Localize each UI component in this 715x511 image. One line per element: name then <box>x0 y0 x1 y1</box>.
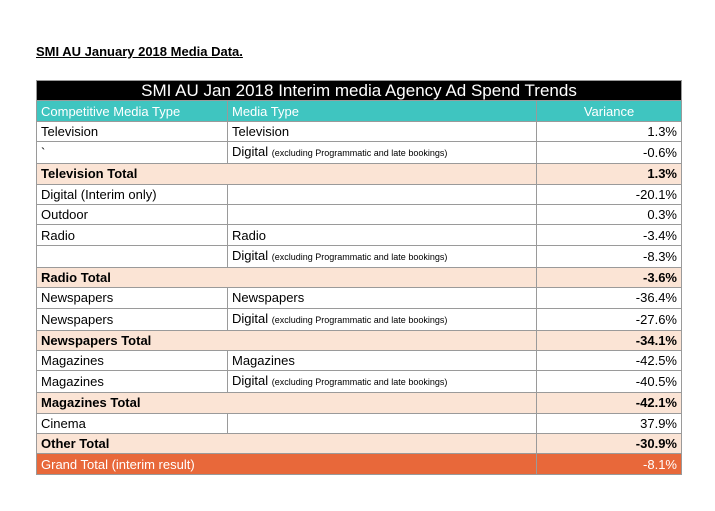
media-type-note: (excluding Programmatic and late booking… <box>271 251 448 262</box>
grand-total-variance: -8.1% <box>536 453 682 475</box>
grand-total-row: Grand Total (interim result) -8.1% <box>36 453 682 475</box>
variance-cell: -40.5% <box>536 370 682 394</box>
ad-spend-table: SMI AU Jan 2018 Interim media Agency Ad … <box>36 79 682 475</box>
media-type-label: Digital <box>232 144 269 160</box>
table-row: Digital (Interim only) -20.1% <box>36 183 682 205</box>
media-type-cell <box>227 412 537 435</box>
table-title-row: SMI AU Jan 2018 Interim media Agency Ad … <box>36 79 682 102</box>
subtotal-variance: -30.9% <box>536 433 682 455</box>
media-type-cell: Digital (excluding Programmatic and late… <box>227 244 537 268</box>
subtotal-row: Radio Total -3.6% <box>36 266 682 289</box>
competitive-media-type-cell <box>36 244 228 268</box>
media-type-cell: Digital (excluding Programmatic and late… <box>227 141 537 165</box>
media-type-label: Digital <box>232 310 269 326</box>
media-type-label: Digital <box>232 373 269 389</box>
table-row: Radio Radio -3.4% <box>36 224 682 246</box>
competitive-media-type-cell: Cinema <box>36 412 228 435</box>
competitive-media-type-cell: Outdoor <box>36 203 228 226</box>
grand-total-label: Grand Total (interim result) <box>36 453 537 475</box>
subtotal-row: Other Total -30.9% <box>36 433 682 455</box>
subtotal-row: Television Total 1.3% <box>36 163 682 185</box>
competitive-media-type-cell: Radio <box>36 224 228 246</box>
subtotal-label: Magazines Total <box>36 392 537 414</box>
column-header-competitive-media-type: Competitive Media Type <box>36 100 228 122</box>
competitive-media-type-cell: Television <box>36 120 228 143</box>
media-type-label: Radio <box>232 227 266 243</box>
variance-cell: 0.3% <box>536 203 682 226</box>
variance-cell: -27.6% <box>536 307 682 331</box>
table-row: Magazines Digital (excluding Programmatic… <box>36 370 682 394</box>
table-row: Television Television 1.3% <box>36 120 682 143</box>
table-header-row: Competitive Media Type Media Type Varian… <box>36 100 682 122</box>
table-row: ` Digital (excluding Programmatic and lat… <box>36 141 682 165</box>
subtotal-label: Other Total <box>36 433 537 455</box>
media-type-cell: Digital (excluding Programmatic and late… <box>227 307 537 331</box>
column-header-media-type: Media Type <box>227 100 537 122</box>
media-type-label: Digital <box>232 247 269 263</box>
media-type-cell: Radio <box>227 224 537 246</box>
media-type-label: Newspapers <box>232 290 305 306</box>
subtotal-variance: -3.6% <box>536 266 682 289</box>
column-header-variance: Variance <box>536 100 682 122</box>
subtotal-row: Magazines Total -42.1% <box>36 392 682 414</box>
media-type-cell: Magazines <box>227 349 537 372</box>
document-heading: SMI AU January 2018 Media Data. <box>36 44 243 59</box>
table-row: Digital (excluding Programmatic and late… <box>36 244 682 268</box>
variance-cell: 1.3% <box>536 120 682 143</box>
media-type-cell: Newspapers <box>227 287 537 309</box>
media-type-note: (excluding Programmatic and late booking… <box>271 148 448 159</box>
variance-cell: -36.4% <box>536 287 682 309</box>
competitive-media-type-cell: Digital (Interim only) <box>36 183 228 205</box>
table-row: Newspapers Digital (excluding Programmati… <box>36 307 682 331</box>
subtotal-label: Newspapers Total <box>36 329 537 351</box>
competitive-media-type-cell: Magazines <box>36 349 228 372</box>
table-row: Magazines Magazines -42.5% <box>36 349 682 372</box>
table-row: Newspapers Newspapers -36.4% <box>36 287 682 309</box>
subtotal-row: Newspapers Total -34.1% <box>36 329 682 351</box>
table-row: Outdoor 0.3% <box>36 203 682 226</box>
table-row: Cinema 37.9% <box>36 412 682 435</box>
media-type-cell: Television <box>227 120 537 143</box>
competitive-media-type-cell: ` <box>36 141 228 165</box>
media-type-label: Magazines <box>232 353 295 369</box>
subtotal-label: Television Total <box>36 163 537 185</box>
competitive-media-type-cell: Magazines <box>36 370 228 394</box>
media-type-cell: Digital (excluding Programmatic and late… <box>227 370 537 394</box>
media-type-cell <box>227 203 537 226</box>
subtotal-label: Radio Total <box>36 266 537 289</box>
variance-cell: -3.4% <box>536 224 682 246</box>
table-body: Television Television 1.3% ` Digital (exclud… <box>36 120 682 475</box>
competitive-media-type-cell: Newspapers <box>36 307 228 331</box>
competitive-media-type-cell: Newspapers <box>36 287 228 309</box>
variance-cell: -42.5% <box>536 349 682 372</box>
media-type-cell <box>227 183 537 205</box>
media-type-label: Television <box>232 123 290 139</box>
subtotal-variance: -34.1% <box>536 329 682 351</box>
subtotal-variance: -42.1% <box>536 392 682 414</box>
subtotal-variance: 1.3% <box>536 163 682 185</box>
media-type-note: (excluding Programmatic and late booking… <box>271 314 448 325</box>
variance-cell: -0.6% <box>536 141 682 165</box>
table-title: SMI AU Jan 2018 Interim media Agency Ad … <box>36 79 682 102</box>
variance-cell: 37.9% <box>536 412 682 435</box>
variance-cell: -8.3% <box>536 244 682 268</box>
variance-cell: -20.1% <box>536 183 682 205</box>
media-type-note: (excluding Programmatic and late booking… <box>271 377 448 388</box>
